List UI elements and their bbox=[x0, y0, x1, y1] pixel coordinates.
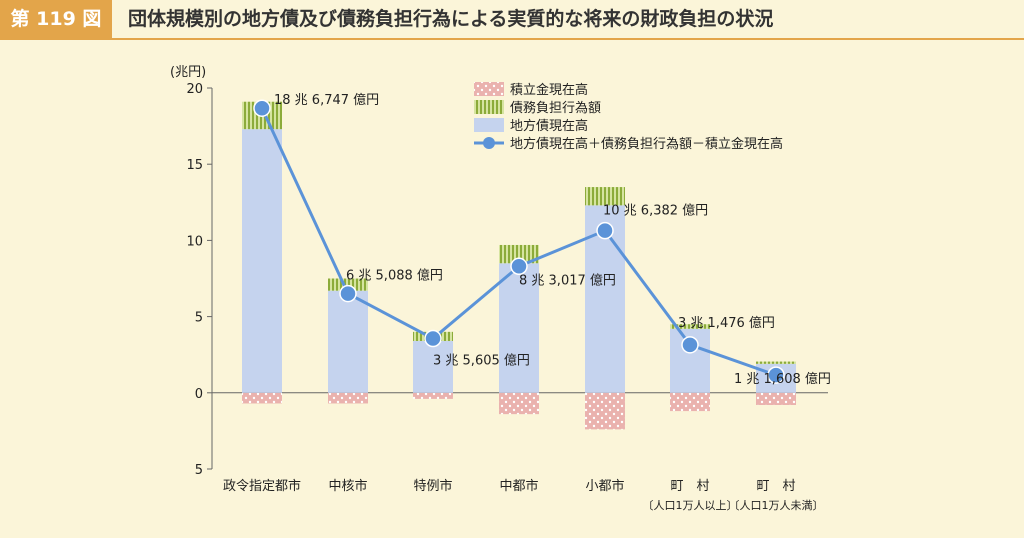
net-data-label: 3 兆 1,476 億円 bbox=[678, 315, 775, 331]
bar-reserve bbox=[413, 392, 453, 399]
chart: (兆円) 20 15 10 5 0 5 政令指定都市 中核市 特例市 中都市 小都市 町 村〔人口1万人… bbox=[170, 65, 831, 512]
legend-swatch-debt-burden bbox=[474, 100, 504, 114]
figure-title: 団体規模別の地方債及び債務負担行為による実質的な将来の財政負担の状況 bbox=[128, 8, 774, 30]
y-tick-label: 10 bbox=[186, 234, 203, 249]
net-data-label: 6 兆 5,088 億円 bbox=[346, 268, 443, 284]
net-data-label: 3 兆 5,605 億円 bbox=[433, 353, 530, 369]
bar-debt-burden bbox=[585, 187, 625, 206]
figure-number: 第 119 図 bbox=[0, 0, 112, 38]
legend-line-marker bbox=[483, 137, 495, 149]
net-burden-point bbox=[339, 284, 357, 303]
legend-label: 地方債現在高 bbox=[510, 118, 588, 134]
y-tick-label: 5 bbox=[195, 311, 203, 326]
legend-label: 地方債現在高＋債務負担行為額－積立金現在高 bbox=[510, 136, 783, 152]
x-category-label: 中都市 bbox=[499, 478, 538, 494]
net-burden-point bbox=[681, 336, 699, 354]
x-category-sublabel: 〔人口1万人以上〕 bbox=[643, 499, 738, 512]
x-category-label: 中核市 bbox=[328, 478, 367, 494]
net-burden-point bbox=[510, 257, 528, 276]
x-category-label: 特例市 bbox=[413, 478, 452, 494]
net-data-label: 1 兆 1,608 億円 bbox=[734, 371, 831, 387]
bar-debt-burden bbox=[756, 361, 796, 364]
net-burden-point bbox=[596, 221, 614, 240]
x-category-label: 町 村 bbox=[670, 479, 709, 494]
net-burden-point bbox=[767, 366, 785, 384]
net-burden-point bbox=[424, 329, 442, 348]
bar-reserve bbox=[756, 392, 796, 405]
bar-local-bond bbox=[499, 263, 539, 393]
legend-swatch-local-bond bbox=[474, 118, 504, 132]
legend-swatch-reserve bbox=[474, 82, 504, 96]
x-category-label: 町 村 bbox=[756, 479, 795, 494]
bar-reserve bbox=[585, 392, 625, 430]
bar-debt-burden bbox=[499, 244, 539, 264]
net-data-label: 8 兆 3,017 億円 bbox=[519, 272, 616, 288]
y-tick-label: 15 bbox=[186, 158, 203, 173]
bar-debt-burden bbox=[328, 278, 368, 291]
x-category-label: 小都市 bbox=[585, 478, 624, 494]
x-category-sublabel: 〔人口1万人未満〕 bbox=[729, 499, 824, 512]
bar-local-bond bbox=[242, 129, 282, 393]
net-data-label: 10 兆 6,382 億円 bbox=[603, 203, 708, 219]
y-tick-label: 20 bbox=[186, 82, 203, 97]
y-unit-label: (兆円) bbox=[170, 65, 206, 80]
bar-reserve bbox=[499, 392, 539, 415]
y-tick-label: 0 bbox=[195, 387, 203, 402]
legend-label: 債務負担行為額 bbox=[510, 100, 601, 116]
net-data-label: 18 兆 6,747 億円 bbox=[274, 92, 379, 108]
bar-reserve bbox=[328, 392, 368, 404]
figure-header: 第 119 図 団体規模別の地方債及び債務負担行為による実質的な将来の財政負担の… bbox=[0, 0, 1024, 40]
bar-local-bond bbox=[413, 340, 453, 393]
bar-reserve bbox=[242, 392, 282, 404]
y-tick-label: 5 bbox=[195, 463, 203, 478]
bar-debt-burden bbox=[670, 324, 710, 329]
net-burden-point bbox=[253, 99, 271, 117]
legend-label: 積立金現在高 bbox=[510, 82, 588, 98]
bar-local-bond bbox=[328, 290, 368, 393]
bar-reserve bbox=[670, 392, 710, 412]
x-category-label: 政令指定都市 bbox=[223, 478, 301, 494]
